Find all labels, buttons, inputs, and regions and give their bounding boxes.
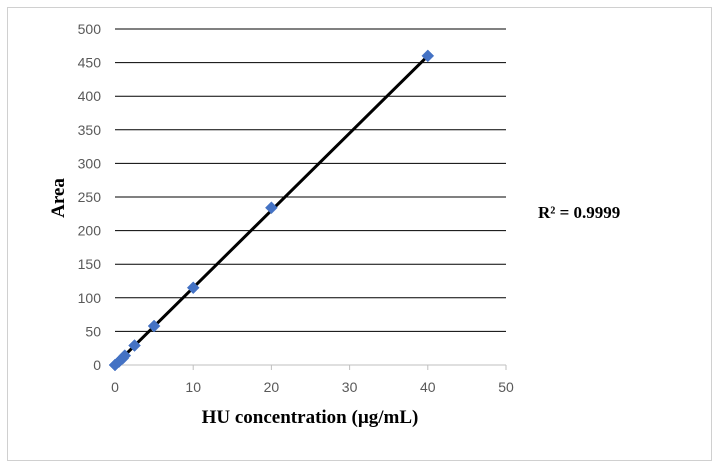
y-tick-label: 250 (78, 189, 102, 205)
y-tick-label: 200 (78, 223, 102, 239)
x-tick-label: 40 (420, 379, 436, 395)
y-tick-label: 50 (85, 323, 101, 339)
y-tick-label: 400 (78, 88, 102, 104)
x-axis-title: HU concentration (µg/mL) (202, 407, 419, 428)
y-axis-title: Area (48, 178, 69, 218)
grid-lines (115, 28, 506, 332)
x-tick-label: 0 (111, 379, 119, 395)
r-squared-annotation: R² = 0.9999 (538, 203, 620, 222)
y-tick-label: 150 (78, 256, 102, 272)
x-tick-label: 50 (498, 379, 514, 395)
y-tick-label: 0 (93, 357, 101, 373)
chart-frame (7, 7, 712, 461)
data-point (147, 319, 161, 333)
data-point (186, 281, 200, 295)
y-tick-label: 500 (78, 21, 102, 37)
x-tick-label: 30 (342, 379, 358, 395)
y-tick-label: 450 (78, 55, 102, 71)
x-tick-labels: 0 10 20 30 40 50 (111, 379, 514, 395)
y-tick-label: 300 (78, 155, 102, 171)
data-points (108, 49, 435, 372)
data-point (265, 201, 278, 215)
data-point (128, 339, 141, 352)
x-tick-label: 20 (264, 379, 280, 395)
data-point (421, 49, 435, 63)
y-tick-labels: 0 50 100 150 200 250 300 350 400 450 500 (78, 21, 102, 373)
x-tick-label: 10 (185, 379, 201, 395)
data-point (118, 349, 132, 362)
y-tick-label: 100 (78, 290, 102, 306)
y-tick-label: 350 (78, 122, 102, 138)
axes (114, 364, 507, 370)
